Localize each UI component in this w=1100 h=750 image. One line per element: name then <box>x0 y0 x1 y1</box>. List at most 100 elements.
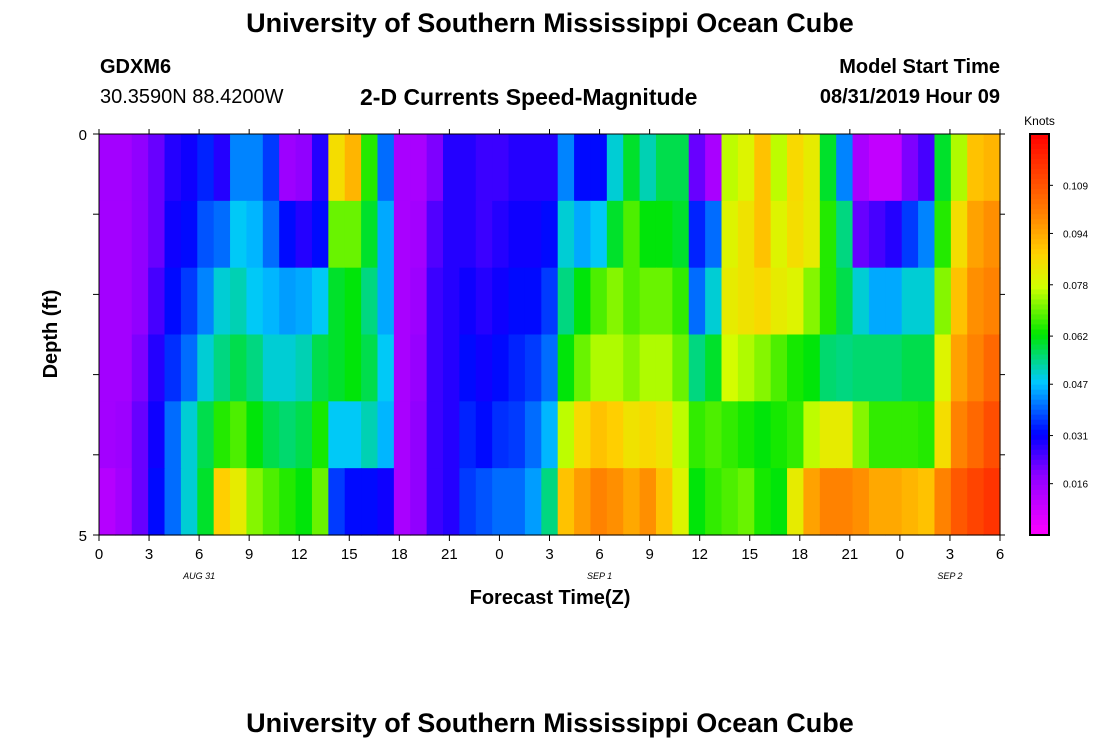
heatmap-cell <box>655 200 673 269</box>
colorbar-segment <box>1030 234 1049 240</box>
heatmap-cell <box>885 134 903 202</box>
colorbar-segment <box>1030 164 1049 170</box>
heatmap-cell <box>541 267 559 336</box>
x-tick-label: 15 <box>741 546 758 563</box>
heatmap-cell <box>328 401 346 469</box>
heatmap-cell <box>541 401 559 469</box>
heatmap-cell <box>197 401 215 469</box>
heatmap-cell <box>262 401 280 469</box>
heatmap-cell <box>918 468 936 536</box>
heatmap-cell <box>180 267 198 336</box>
heatmap-cell <box>426 468 444 536</box>
heatmap-cell <box>754 267 772 336</box>
heatmap-cell <box>590 267 608 336</box>
heatmap-cell <box>295 468 313 536</box>
heatmap-cell <box>508 401 526 469</box>
colorbar-segment <box>1030 309 1049 315</box>
chart-title: 2-D Currents Speed-Magnitude <box>360 84 698 110</box>
heatmap-cell <box>967 334 985 402</box>
colorbar-segment <box>1030 169 1049 175</box>
heatmap-cell <box>967 401 985 469</box>
heatmap-cell <box>393 468 411 536</box>
heatmap-cell <box>836 200 854 269</box>
heatmap-cell <box>131 134 149 202</box>
colorbar-tick-label: 0.094 <box>1063 229 1088 240</box>
colorbar-segment <box>1030 374 1049 381</box>
heatmap-cell <box>606 200 624 269</box>
heatmap-cell <box>311 334 329 402</box>
x-tick-label: 18 <box>791 546 808 563</box>
date-label: SEP 1 <box>587 571 612 581</box>
heatmap-cell <box>148 468 166 536</box>
heatmap-cell <box>393 200 411 269</box>
heatmap-cell <box>901 468 919 536</box>
heatmap-cell <box>475 334 493 402</box>
heatmap-cell <box>426 267 444 336</box>
heatmap-cell <box>475 401 493 469</box>
heatmap-cell <box>262 334 280 402</box>
heatmap-cell <box>590 134 608 202</box>
heatmap-cell <box>459 134 477 202</box>
heatmap-cell <box>295 200 313 269</box>
colorbar-segment <box>1030 339 1049 346</box>
heatmap-cell <box>672 468 690 536</box>
heatmap-cell <box>344 334 362 402</box>
heatmap-cell <box>705 401 723 469</box>
colorbar-tick-label: 0.016 <box>1063 480 1088 491</box>
heatmap-cell <box>246 468 264 536</box>
heatmap-cell <box>262 134 280 202</box>
heatmap-cell <box>492 267 510 336</box>
colorbar-segment <box>1030 189 1049 195</box>
heatmap-cell <box>99 334 116 402</box>
colorbar-segment <box>1030 299 1049 305</box>
heatmap-cell <box>459 401 477 469</box>
heatmap-cell <box>672 267 690 336</box>
y-tick-label: 0 <box>79 127 87 144</box>
y-axis: 05 <box>79 127 1005 545</box>
heatmap-cell <box>279 267 297 336</box>
heatmap-cell <box>508 200 526 269</box>
colorbar-segment <box>1030 499 1049 506</box>
heatmap-cell <box>311 267 329 336</box>
heatmap-cell <box>443 200 460 269</box>
heatmap-cell <box>918 134 936 202</box>
heatmap-cell <box>459 200 477 269</box>
heatmap-cell <box>361 267 379 336</box>
heatmap-cell <box>721 401 739 469</box>
heatmap-cell <box>737 267 755 336</box>
heatmap-cell <box>197 334 215 402</box>
x-tick-label: 18 <box>391 546 408 563</box>
heatmap-cell <box>787 468 805 536</box>
x-tick-label: 3 <box>145 546 153 563</box>
heatmap-cell <box>705 334 723 402</box>
heatmap-cell <box>524 200 542 269</box>
colorbar-tick-label: 0.078 <box>1063 281 1088 292</box>
heatmap-cell <box>426 200 444 269</box>
heatmap-cell <box>524 267 542 336</box>
heatmap-cell <box>868 267 886 336</box>
heatmap-cell <box>328 134 346 202</box>
heatmap-cell <box>164 267 182 336</box>
colorbar-segment <box>1030 454 1049 461</box>
heatmap-cell <box>918 267 936 336</box>
heatmap-cell <box>213 267 231 336</box>
heatmap-cell <box>623 267 641 336</box>
heatmap-cell <box>262 200 280 269</box>
heatmap-cell <box>868 334 886 402</box>
heatmap-cell <box>737 200 755 269</box>
colorbar-segment <box>1030 334 1049 341</box>
heatmap-cell <box>443 401 460 469</box>
heatmap-cell <box>705 200 723 269</box>
model-start-time: 08/31/2019 Hour 09 <box>819 86 1000 108</box>
heatmap-cell <box>164 401 182 469</box>
colorbar-segment <box>1030 209 1049 215</box>
heatmap-cell <box>426 401 444 469</box>
colorbar-segment <box>1030 479 1049 486</box>
heatmap-cell <box>918 334 936 402</box>
x-axis: 0 3 6 9 12 15 18 21 0 3 6 9 12 15 18 21 0 3 6 AUG 31 SEP 1 SE… <box>95 129 1004 581</box>
heatmap-cell <box>230 334 248 402</box>
colorbar-segment <box>1030 159 1049 165</box>
heatmap-cell <box>590 334 608 402</box>
heatmap-cell <box>787 134 805 202</box>
